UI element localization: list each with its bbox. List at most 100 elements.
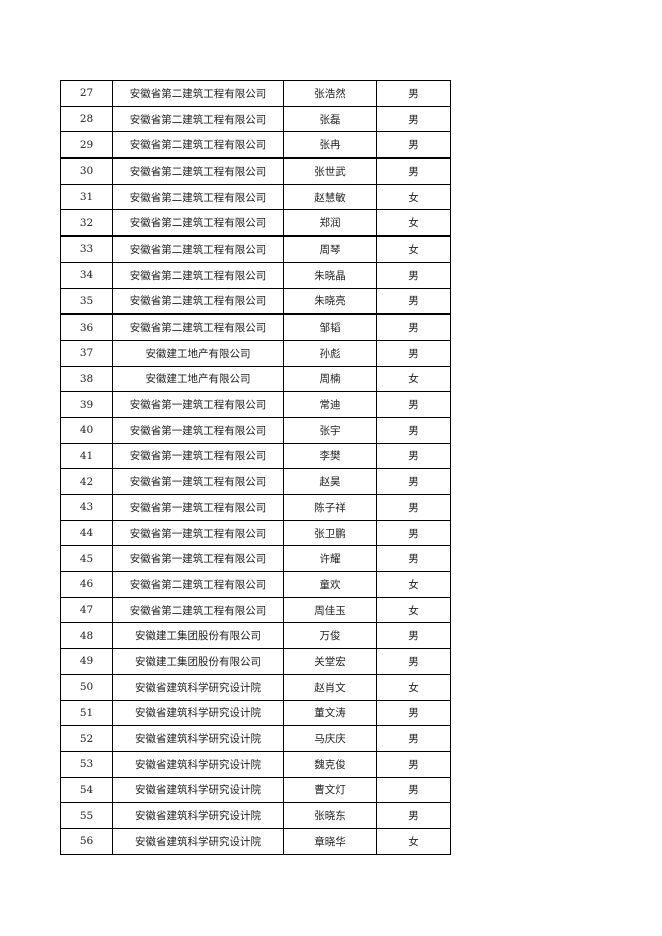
unit-cell: 安徽省第一建筑工程有限公司 [112,519,284,547]
gender-cell: 男 [376,750,451,778]
unit-cell: 安徽省第二建筑工程有限公司 [112,596,284,624]
row-number-cell: 52 [60,725,113,752]
unit-cell: 安徽省第一建筑工程有限公司 [112,494,284,521]
unit-cell: 安徽省第二建筑工程有限公司 [112,313,284,341]
table-row: 36 安徽省第二建筑工程有限公司 邹韬男 [60,313,451,341]
table-row: 31 安徽省第二建筑工程有限公司 赵慧敏女 [60,183,451,211]
gender-cell: 女 [376,673,451,701]
unit-cell: 安徽省第二建筑工程有限公司 [112,131,284,160]
unit-cell: 安徽省建筑科学研究设计院 [112,776,284,804]
table-row: 38 安徽建工地产有限公司 周楠女 [60,365,451,393]
gender-cell: 男 [376,313,451,341]
table-row: 53 安徽省建筑科学研究设计院 魏克俊男 [60,750,451,778]
name-cell: 赵慧敏 [283,183,377,211]
unit-cell: 安徽省第二建筑工程有限公司 [112,157,284,185]
table-row: 51 安徽省建筑科学研究设计院 董文涛男 [60,699,451,727]
row-number-cell: 43 [60,494,113,521]
row-number-cell: 41 [60,442,113,470]
table-row: 44 安徽省第一建筑工程有限公司 张卫鹏男 [60,519,451,547]
row-number-cell: 51 [60,699,113,727]
gender-cell: 男 [376,494,451,521]
name-cell: 孙彪 [283,339,377,367]
unit-cell: 安徽省建筑科学研究设计院 [112,750,284,778]
name-cell: 周佳玉 [283,596,377,624]
row-number-cell: 34 [60,261,113,289]
name-cell: 张晓东 [283,802,377,829]
name-cell: 郑润 [283,209,377,238]
name-cell: 万俊 [283,622,377,650]
name-cell: 张浩然 [283,80,377,107]
personnel-table: 27 安徽省第二建筑工程有限公司 张浩然男 28 安徽省第二建筑工程有限公司 张磊男 29 安… [60,80,451,855]
name-cell: 朱晓晶 [283,261,377,289]
unit-cell: 安徽省第一建筑工程有限公司 [112,442,284,470]
gender-cell: 男 [376,80,451,107]
gender-cell: 男 [376,648,451,675]
name-cell: 董文涛 [283,699,377,727]
row-number-cell: 30 [60,157,113,185]
name-cell: 关堂宏 [283,648,377,675]
name-cell: 魏克俊 [283,750,377,778]
gender-cell: 女 [376,235,451,263]
row-number-cell: 33 [60,235,113,263]
table-row: 48 安徽建工集团股份有限公司 万俊男 [60,622,451,650]
row-number-cell: 29 [60,131,113,160]
table-row: 49 安徽建工集团股份有限公司 关堂宏男 [60,648,451,675]
row-number-cell: 38 [60,365,113,393]
row-number-cell: 48 [60,622,113,650]
gender-cell: 男 [376,105,451,133]
table-row: 28 安徽省第二建筑工程有限公司 张磊男 [60,105,451,133]
gender-cell: 男 [376,287,451,316]
name-cell: 周琴 [283,235,377,263]
unit-cell: 安徽省第二建筑工程有限公司 [112,571,284,598]
name-cell: 张冉 [283,131,377,160]
name-cell: 马庆庆 [283,725,377,752]
gender-cell: 男 [376,391,451,418]
table-row: 46 安徽省第二建筑工程有限公司 童欢女 [60,571,451,598]
gender-cell: 女 [376,827,451,855]
table-row: 34 安徽省第二建筑工程有限公司 朱晓晶男 [60,261,451,289]
name-cell: 童欢 [283,571,377,598]
gender-cell: 男 [376,131,451,160]
unit-cell: 安徽建工集团股份有限公司 [112,622,284,650]
row-number-cell: 55 [60,802,113,829]
unit-cell: 安徽建工集团股份有限公司 [112,648,284,675]
row-number-cell: 53 [60,750,113,778]
row-number-cell: 47 [60,596,113,624]
table-row: 42 安徽省第一建筑工程有限公司 赵昊男 [60,468,451,495]
table-row: 41 安徽省第一建筑工程有限公司 李樊男 [60,442,451,470]
gender-cell: 女 [376,596,451,624]
row-number-cell: 36 [60,313,113,341]
row-number-cell: 50 [60,673,113,701]
unit-cell: 安徽省建筑科学研究设计院 [112,673,284,701]
table-row: 39 安徽省第一建筑工程有限公司 常迪男 [60,391,451,418]
table-row: 45 安徽省第一建筑工程有限公司 许耀男 [60,545,451,573]
unit-cell: 安徽省第二建筑工程有限公司 [112,80,284,107]
table-body: 27 安徽省第二建筑工程有限公司 张浩然男 28 安徽省第二建筑工程有限公司 张磊男 29 安… [60,80,451,855]
unit-cell: 安徽省第二建筑工程有限公司 [112,105,284,133]
name-cell: 周楠 [283,365,377,393]
table-row: 50 安徽省建筑科学研究设计院 赵肖文女 [60,673,451,701]
table-row: 29 安徽省第二建筑工程有限公司 张冉男 [60,131,451,160]
row-number-cell: 37 [60,339,113,367]
unit-cell: 安徽省建筑科学研究设计院 [112,699,284,727]
table-row: 54 安徽省建筑科学研究设计院 曹文灯男 [60,776,451,804]
gender-cell: 男 [376,545,451,573]
name-cell: 李樊 [283,442,377,470]
row-number-cell: 27 [60,80,113,107]
gender-cell: 女 [376,365,451,393]
unit-cell: 安徽省第一建筑工程有限公司 [112,416,284,444]
row-number-cell: 49 [60,648,113,675]
unit-cell: 安徽省第一建筑工程有限公司 [112,468,284,495]
gender-cell: 男 [376,699,451,727]
gender-cell: 男 [376,802,451,829]
table-row: 43 安徽省第一建筑工程有限公司 陈子祥男 [60,494,451,521]
name-cell: 赵肖文 [283,673,377,701]
table-row: 35 安徽省第二建筑工程有限公司 朱晓亮男 [60,287,451,316]
gender-cell: 女 [376,571,451,598]
gender-cell: 男 [376,416,451,444]
gender-cell: 男 [376,468,451,495]
unit-cell: 安徽省第二建筑工程有限公司 [112,183,284,211]
name-cell: 曹文灯 [283,776,377,804]
table-row: 52 安徽省建筑科学研究设计院 马庆庆男 [60,725,451,752]
name-cell: 邹韬 [283,313,377,341]
